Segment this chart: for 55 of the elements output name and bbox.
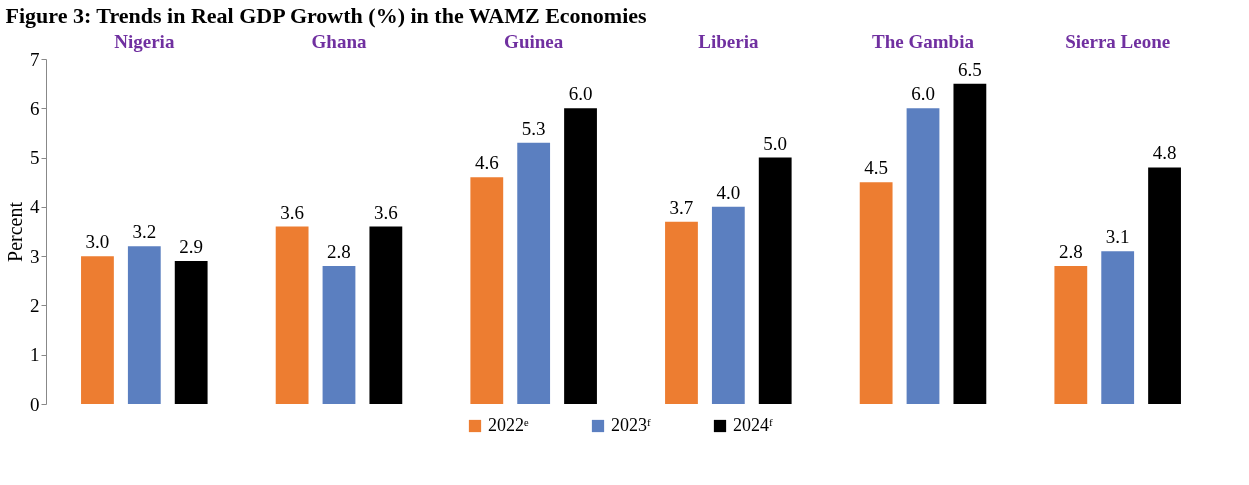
legend-label: 2023ᶠ	[611, 415, 651, 435]
legend-label: 2022ᵉ	[488, 415, 529, 435]
legend-label: 2024ᶠ	[733, 415, 773, 435]
bar	[1101, 251, 1135, 404]
bar	[953, 83, 987, 404]
bar	[665, 221, 698, 404]
bar	[127, 246, 161, 404]
bar	[470, 177, 504, 404]
bar	[711, 206, 745, 404]
data-label: 6.5	[958, 58, 982, 80]
bar	[369, 226, 403, 404]
x-tick-label: Guinea	[504, 30, 564, 52]
x-tick-label: Sierra Leone	[1065, 30, 1171, 52]
bar	[174, 261, 208, 404]
data-label: 2.8	[1058, 241, 1083, 262]
bar	[906, 108, 940, 404]
x-tick-label: Ghana	[311, 30, 367, 52]
y-tick-label: 4	[30, 196, 40, 218]
data-label: 3.0	[85, 231, 110, 253]
data-label: 3.2	[132, 221, 157, 243]
bar	[758, 157, 792, 404]
data-label: 6.0	[568, 83, 593, 105]
chart-title: Figure 3: Trends in Real GDP Growth (%) in the WAMZ Economies	[5, 3, 648, 28]
data-label: 5.3	[521, 117, 546, 139]
bar	[81, 256, 114, 404]
y-tick-label: 7	[30, 48, 40, 70]
y-tick-label: 0	[30, 393, 40, 415]
y-tick-label: 2	[30, 294, 40, 316]
data-label: 3.1	[1105, 226, 1130, 248]
data-label: 3.6	[373, 201, 398, 223]
bar	[1148, 167, 1181, 404]
bar	[322, 266, 356, 404]
x-tick-label: The Gambia	[872, 30, 975, 52]
data-label: 2.9	[179, 236, 204, 258]
data-label: 6.0	[911, 83, 935, 105]
x-tick-label: Nigeria	[114, 30, 175, 52]
y-tick-label: 5	[30, 147, 40, 169]
x-tick-label: Liberia	[698, 30, 759, 52]
data-label: 5.0	[763, 132, 788, 154]
bar	[517, 142, 551, 404]
data-label: 4.5	[864, 157, 889, 179]
y-tick-label: 3	[30, 245, 40, 267]
y-axis-title: Percent	[4, 201, 26, 262]
bar	[859, 182, 893, 404]
data-label: 4.8	[1152, 142, 1177, 164]
data-label: 4.0	[716, 181, 741, 203]
data-label: 4.6	[474, 152, 499, 174]
bar	[1054, 266, 1088, 404]
data-label: 2.8	[327, 241, 351, 262]
y-tick-label: 1	[30, 344, 40, 366]
data-label: 3.6	[280, 201, 304, 223]
bar	[275, 226, 309, 404]
y-tick-label: 6	[30, 97, 40, 119]
bar	[564, 108, 597, 404]
data-label: 3.7	[669, 196, 694, 218]
